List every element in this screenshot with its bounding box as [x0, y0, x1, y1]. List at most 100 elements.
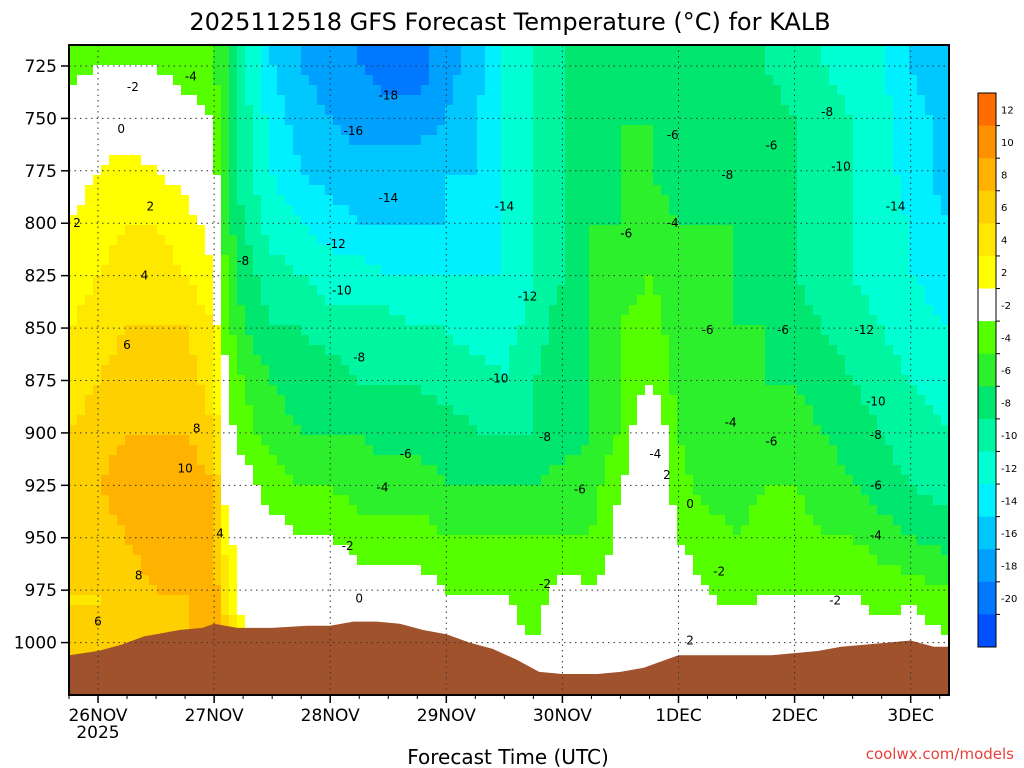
heatmap-cell — [205, 555, 214, 566]
heatmap-cell — [173, 395, 182, 406]
heatmap-cell — [597, 205, 606, 216]
heatmap-cell — [221, 85, 230, 96]
heatmap-cell — [277, 145, 286, 156]
heatmap-cell — [509, 155, 518, 166]
heatmap-cell — [293, 475, 302, 486]
heatmap-cell — [221, 105, 230, 116]
heatmap-cell — [677, 315, 686, 326]
heatmap-cell — [589, 385, 598, 396]
heatmap-cell — [109, 255, 118, 266]
heatmap-cell — [421, 365, 430, 376]
heatmap-cell — [509, 245, 518, 256]
heatmap-cell — [621, 465, 630, 476]
heatmap-cell — [461, 395, 470, 406]
heatmap-cell — [525, 95, 534, 106]
heatmap-cell — [253, 335, 262, 346]
heatmap-cell — [517, 415, 526, 426]
heatmap-cell — [509, 215, 518, 226]
heatmap-cell — [517, 95, 526, 106]
heatmap-cell — [205, 285, 214, 296]
heatmap-cell — [213, 405, 222, 416]
heatmap-cell — [77, 75, 86, 86]
heatmap-cell — [229, 245, 238, 256]
heatmap-cell — [213, 475, 222, 486]
heatmap-cell — [509, 555, 518, 566]
heatmap-cell — [573, 295, 582, 306]
heatmap-cell — [341, 245, 350, 256]
heatmap-cell — [229, 285, 238, 296]
heatmap-cell — [101, 465, 110, 476]
heatmap-cell — [613, 165, 622, 176]
heatmap-cell — [397, 355, 406, 366]
heatmap-cell — [285, 185, 294, 196]
heatmap-cell — [149, 75, 158, 86]
heatmap-cell — [525, 635, 534, 646]
heatmap-cell — [93, 115, 102, 126]
heatmap-cell — [157, 365, 166, 376]
heatmap-cell — [157, 355, 166, 366]
heatmap-cell — [77, 475, 86, 486]
heatmap-cell — [341, 445, 350, 456]
heatmap-cell — [85, 445, 94, 456]
heatmap-cell — [573, 265, 582, 276]
heatmap-cell — [181, 275, 190, 286]
heatmap-cell — [549, 145, 558, 156]
heatmap-cell — [189, 195, 198, 206]
heatmap-cell — [565, 615, 574, 626]
heatmap-cell — [373, 205, 382, 216]
heatmap-cell — [493, 205, 502, 216]
heatmap-cell — [629, 145, 638, 156]
heatmap-cell — [229, 115, 238, 126]
heatmap-cell — [525, 205, 534, 216]
heatmap-cell — [253, 55, 262, 66]
heatmap-cell — [453, 455, 462, 466]
heatmap-cell — [245, 585, 254, 596]
heatmap-cell — [565, 205, 574, 216]
heatmap-cell — [325, 95, 334, 106]
heatmap-cell — [165, 445, 174, 456]
heatmap-cell — [669, 615, 678, 626]
heatmap-cell — [501, 185, 510, 196]
heatmap-cell — [341, 185, 350, 196]
heatmap-cell — [397, 205, 406, 216]
heatmap-cell — [125, 285, 134, 296]
heatmap-cell — [405, 595, 414, 606]
heatmap-cell — [365, 305, 374, 316]
heatmap-cell — [301, 45, 310, 56]
heatmap-cell — [341, 75, 350, 86]
heatmap-cell — [93, 575, 102, 586]
heatmap-cell — [221, 415, 230, 426]
heatmap-cell — [141, 85, 150, 96]
heatmap-cell — [157, 445, 166, 456]
heatmap-cell — [109, 265, 118, 276]
heatmap-cell — [669, 275, 678, 286]
heatmap-cell — [381, 165, 390, 176]
heatmap-cell — [205, 535, 214, 546]
heatmap-cell — [141, 455, 150, 466]
heatmap-cell — [573, 485, 582, 496]
heatmap-cell — [317, 245, 326, 256]
heatmap-cell — [165, 265, 174, 276]
heatmap-cell — [85, 105, 94, 116]
heatmap-cell — [637, 65, 646, 76]
heatmap-cell — [69, 355, 78, 366]
heatmap-cell — [181, 195, 190, 206]
heatmap-cell — [405, 365, 414, 376]
heatmap-cell — [677, 495, 686, 506]
heatmap-cell — [437, 355, 446, 366]
heatmap-cell — [653, 295, 662, 306]
heatmap-cell — [133, 185, 142, 196]
heatmap-cell — [573, 155, 582, 166]
heatmap-cell — [429, 255, 438, 266]
heatmap-cell — [253, 565, 262, 576]
heatmap-cell — [629, 175, 638, 186]
heatmap-cell — [117, 425, 126, 436]
heatmap-cell — [501, 45, 510, 56]
heatmap-cell — [533, 75, 542, 86]
heatmap-cell — [469, 605, 478, 616]
heatmap-cell — [109, 295, 118, 306]
heatmap-cell — [637, 465, 646, 476]
heatmap-cell — [181, 405, 190, 416]
heatmap-cell — [405, 395, 414, 406]
heatmap-cell — [333, 405, 342, 416]
